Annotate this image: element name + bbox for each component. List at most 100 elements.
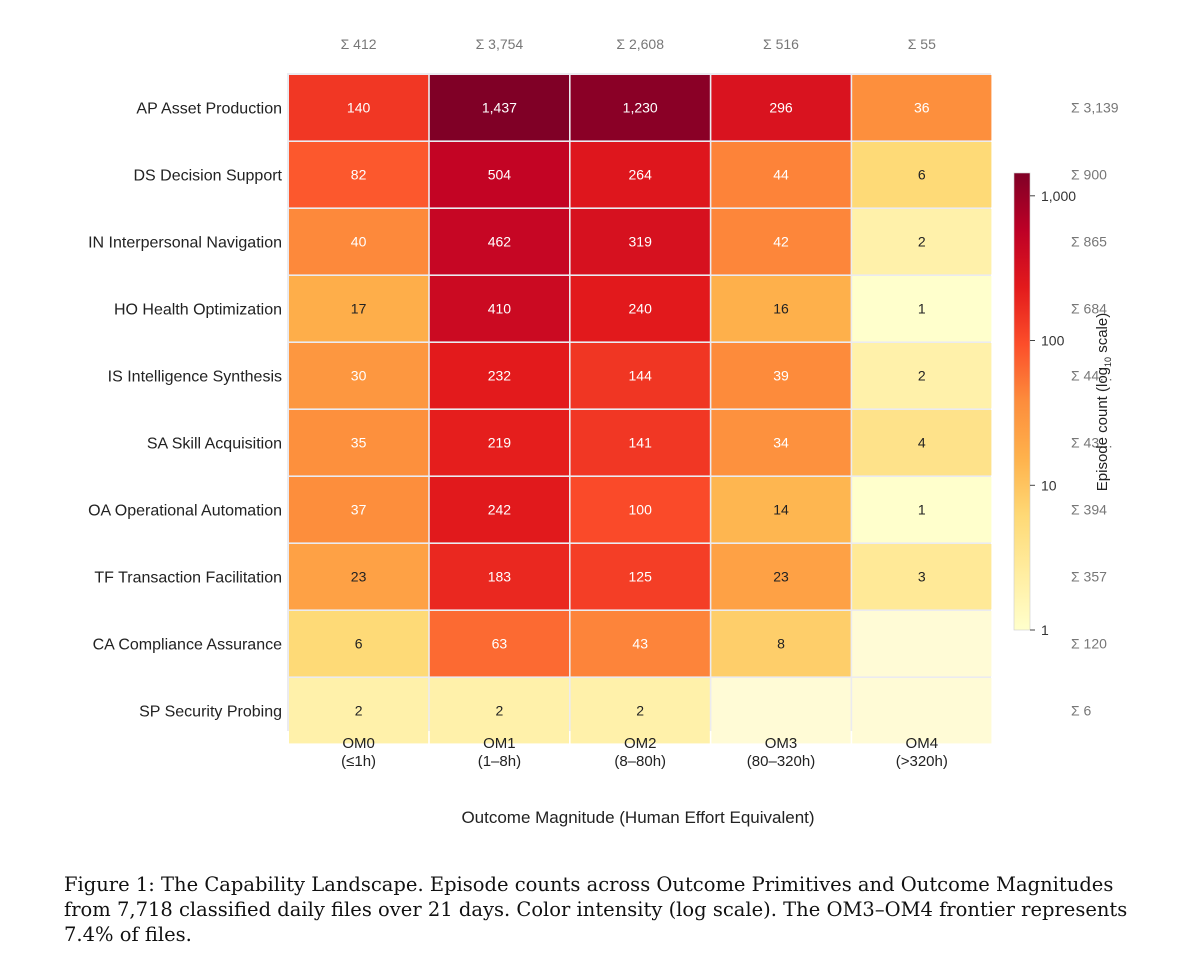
heatmap-cell (429, 410, 569, 476)
heatmap-cell (429, 611, 569, 677)
cell-value-label: 44 (773, 167, 789, 183)
cell-value-label: 141 (629, 435, 653, 451)
cell-value-label: 2 (918, 234, 926, 250)
heatmap-cell (852, 142, 992, 208)
heatmap-cell (289, 142, 429, 208)
heatmap-cell (289, 209, 429, 275)
column-total-label: Σ 55 (908, 36, 936, 52)
column-total-label: Σ 3,754 (476, 36, 524, 52)
cell-value-label: 6 (918, 167, 926, 183)
row-total-label: Σ 3,139 (1071, 100, 1119, 116)
heatmap-cell (429, 343, 569, 409)
colorbar-ticks: 1 10 100 1,000 (1030, 188, 1076, 638)
heatmap-cell (711, 209, 851, 275)
row-label: TF Transaction Facilitation (94, 570, 282, 587)
cell-value-label: 1 (918, 301, 926, 317)
row-total-label: Σ 357 (1071, 569, 1107, 585)
column-totals: Σ 412 Σ 3,754 Σ 2,608 Σ 516 Σ 55 (341, 36, 936, 52)
column-label: OM3 (765, 735, 798, 752)
cell-value-label: 2 (496, 703, 504, 719)
heatmap-cell (289, 678, 429, 744)
heatmap-cell (711, 678, 851, 744)
heatmap-cell (289, 276, 429, 342)
cell-value-label: 43 (632, 636, 648, 652)
x-axis-title: Outcome Magnitude (Human Effort Equivale… (461, 808, 814, 827)
column-range-label: (>320h) (896, 753, 948, 770)
column-range-label: (≤1h) (341, 753, 376, 770)
row-total-label: Σ 120 (1071, 636, 1107, 652)
cell-value-label: 30 (351, 368, 367, 384)
heatmap-cell (289, 611, 429, 677)
cell-value-label: 39 (773, 368, 789, 384)
heatmap-cell (852, 209, 992, 275)
heatmap-cell (429, 477, 569, 543)
row-label: OA Operational Automation (88, 503, 282, 520)
heatmap-cell (570, 276, 710, 342)
heatmap-cell (429, 678, 569, 744)
row-total-label: Σ 44… (1071, 368, 1113, 384)
cell-value-label: 240 (629, 301, 653, 317)
cell-value-label: 63 (492, 636, 508, 652)
cell-value-label: 462 (488, 234, 512, 250)
heatmap-cell (570, 611, 710, 677)
row-label: IN Interpersonal Navigation (88, 235, 282, 252)
cell-value-label: 232 (488, 368, 512, 384)
cell-value-label: 40 (351, 234, 367, 250)
cell-value-label: 144 (629, 368, 653, 384)
cell-value-label: 319 (629, 234, 653, 250)
cell-value-label: 35 (351, 435, 367, 451)
colorbar-gradient (1013, 172, 1031, 631)
cell-value-label: 1 (918, 502, 926, 518)
heatmap-cell (852, 544, 992, 610)
cell-value-label: 23 (773, 569, 789, 585)
cell-value-label: 264 (629, 167, 653, 183)
cell-value-label: 6 (355, 636, 363, 652)
heatmap-cell (711, 276, 851, 342)
cell-value-label: 3 (918, 569, 926, 585)
heatmap-cell (852, 678, 992, 744)
cell-value-label: 242 (488, 502, 512, 518)
heatmap-cell (711, 611, 851, 677)
colorbar-tick-label: 1,000 (1041, 188, 1076, 204)
heatmap-cell (711, 75, 851, 141)
cell-value-label: 2 (636, 703, 644, 719)
column-range-label: (80–320h) (747, 753, 815, 770)
cell-value-label: 42 (773, 234, 789, 250)
colorbar-tick-label: 100 (1041, 333, 1065, 349)
heatmap-cell (711, 142, 851, 208)
heatmap-cell (429, 209, 569, 275)
heatmap-cell (289, 343, 429, 409)
row-label: HO Health Optimization (114, 302, 282, 319)
colorbar-label: Episode count (log10 scale) (1094, 313, 1113, 491)
row-total-label: Σ 865 (1071, 234, 1107, 250)
heatmap-cell (852, 343, 992, 409)
cell-value-label: 8 (777, 636, 785, 652)
cell-value-label: 36 (914, 100, 930, 116)
heatmap-cell (570, 477, 710, 543)
row-label: IS Intelligence Synthesis (108, 369, 282, 386)
cell-value-label: 17 (351, 301, 367, 317)
heatmap-cell (289, 75, 429, 141)
row-total-label: Σ 6 (1071, 703, 1092, 719)
cell-value-label: 14 (773, 502, 789, 518)
cell-value-label: 296 (769, 100, 793, 116)
heatmap-cell (570, 75, 710, 141)
cell-value-label: 504 (488, 167, 512, 183)
cell-value-label: 2 (355, 703, 363, 719)
heatmap-cell (852, 477, 992, 543)
column-labels: OM0(≤1h) OM1(1–8h) OM2(8–80h) OM3(80–320h) O… (341, 735, 948, 770)
colorbar: 1 10 100 1,000 Episode count (log10 scale) (1013, 172, 1113, 638)
heatmap-cell (570, 678, 710, 744)
colorbar-tick-label: 1 (1041, 622, 1049, 638)
cell-value-label: 219 (488, 435, 512, 451)
cell-value-label: 82 (351, 167, 367, 183)
heatmap-cell (852, 611, 992, 677)
cell-value-label: 410 (488, 301, 512, 317)
row-total-label: Σ 900 (1071, 167, 1107, 183)
heatmap-cell (570, 142, 710, 208)
figure-caption: Figure 1: The Capability Landscape. Epis… (64, 873, 1128, 946)
heatmap-cell (852, 276, 992, 342)
heatmap-cell (570, 209, 710, 275)
